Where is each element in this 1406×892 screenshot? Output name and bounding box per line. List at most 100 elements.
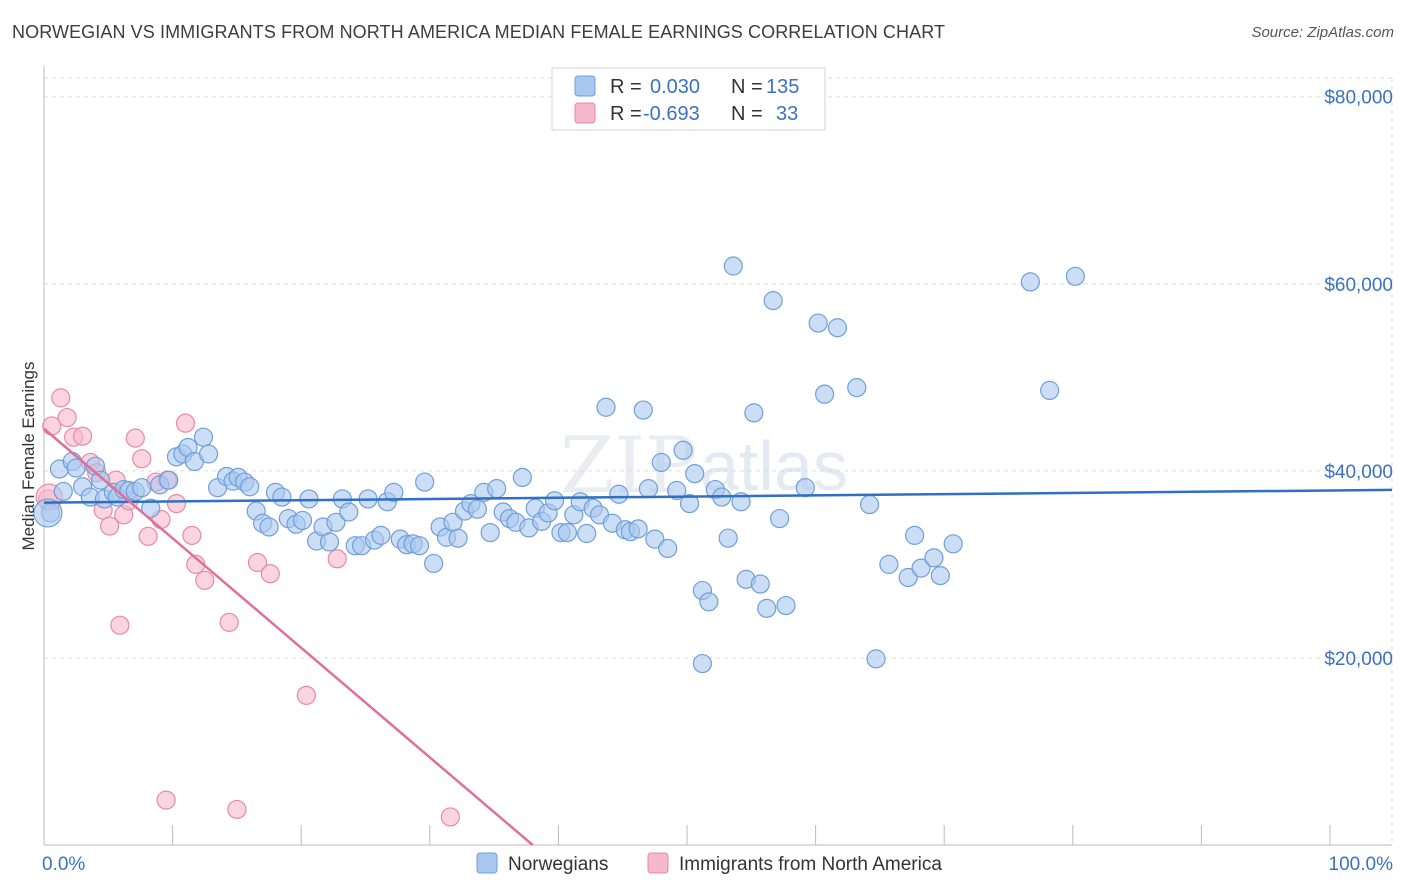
- chart-title: NORWEGIAN VS IMMIGRANTS FROM NORTH AMERI…: [12, 22, 946, 42]
- norwegians-point-101: [699, 592, 719, 612]
- immigrants-point-2: [51, 388, 71, 408]
- norwegians-point-82: [577, 523, 597, 544]
- immigrants-point-27: [296, 685, 316, 705]
- stats-legend: R = 0.030 N = 135 R = -0.693 N = 33: [551, 67, 826, 131]
- immigrants-point-3: [57, 407, 77, 428]
- y-tick-labels: $20,000 $40,000 $60,000 $80,000: [1324, 88, 1393, 670]
- norwegians-point-125: [924, 548, 944, 568]
- norwegians-point-108: [744, 403, 764, 423]
- norwegians-point-2: [53, 481, 73, 502]
- norwegians-point-43: [326, 512, 346, 532]
- x-tick-labels: 0.0% 100.0%: [42, 854, 1393, 875]
- bottom-legend-label-immigrants: Immigrants from North America: [679, 854, 942, 875]
- y-tick-label-2: $60,000: [1324, 275, 1393, 296]
- norwegians-point-65: [467, 499, 487, 519]
- norwegians-point-16: [141, 498, 161, 518]
- norwegians-point-68: [487, 479, 507, 499]
- immigrants-point-32: [440, 807, 460, 827]
- norwegians-point-130: [1040, 380, 1060, 401]
- norwegians-point-90: [628, 519, 648, 539]
- norwegians-point-110: [757, 598, 777, 618]
- immigrants-point-30: [156, 790, 176, 810]
- norwegians-point-120: [866, 649, 886, 669]
- norwegians-point-67: [480, 522, 500, 543]
- norwegians-point-111: [763, 291, 783, 311]
- norwegians-point-96: [667, 480, 687, 501]
- norwegians-point-128: [692, 653, 713, 674]
- norwegians-point-118: [847, 378, 867, 398]
- y-tick-label-3: $80,000: [1324, 88, 1393, 109]
- trend-lines: [43, 427, 1393, 846]
- norwegians-point-38: [292, 510, 313, 531]
- norwegians-point-62: [448, 528, 468, 548]
- norwegians-point-129: [1020, 272, 1040, 292]
- norwegians-point-119: [860, 494, 880, 515]
- norwegians-point-24: [199, 444, 219, 464]
- norwegians-point-8: [90, 470, 111, 490]
- norwegians-trend-line: [43, 488, 1393, 504]
- norwegians-point-114: [795, 478, 815, 498]
- norwegians-point-15: [132, 478, 152, 498]
- norwegians-point-127: [943, 534, 963, 554]
- immigrants-point-13: [125, 428, 145, 448]
- norwegians-point-131: [1065, 266, 1085, 286]
- x-tick-label-1: 100.0%: [1329, 854, 1394, 875]
- norwegians-point-42: [319, 532, 340, 552]
- immigrants-point-24: [219, 612, 239, 632]
- immigrants-point-9: [99, 516, 120, 536]
- norwegians-point-124: [911, 558, 931, 578]
- y-tick-label-0: $20,000: [1324, 649, 1393, 670]
- legend-n-value-2: 33: [776, 103, 798, 125]
- norwegians-point-50: [371, 525, 391, 545]
- norwegians-point-91: [633, 400, 653, 420]
- norwegians-point-126: [930, 566, 950, 586]
- immigrants-point-28: [327, 549, 347, 569]
- norwegians-point-123: [905, 525, 925, 545]
- immigrants-point-19: [166, 493, 187, 514]
- series-immigrants-points: [35, 388, 460, 827]
- legend-swatch-norwegians: [574, 75, 596, 97]
- immigrants-point-29: [110, 615, 130, 635]
- norwegians-point-18: [159, 470, 179, 490]
- norwegians-point-87: [609, 484, 629, 504]
- legend-swatch-immigrants: [574, 102, 596, 124]
- legend-n-label-2: N =: [731, 103, 763, 125]
- bottom-legend-swatch-immigrants: [647, 852, 669, 874]
- norwegians-point-72: [512, 467, 532, 488]
- norwegians-point-4: [66, 458, 86, 478]
- norwegians-point-122: [898, 567, 918, 588]
- norwegians-point-79: [557, 522, 578, 543]
- series-legend: Norwegians Immigrants from North America: [476, 852, 942, 875]
- norwegians-point-121: [879, 554, 899, 574]
- norwegians-point-77: [544, 491, 565, 511]
- norwegians-point-35: [272, 487, 292, 507]
- norwegians-point-92: [638, 479, 659, 499]
- stats-legend-box: [551, 67, 826, 131]
- immigrants-point-21: [182, 525, 202, 545]
- legend-r-value-2: -0.693: [643, 103, 700, 125]
- immigrants-point-31: [227, 799, 247, 820]
- norwegians-point-45: [339, 502, 359, 522]
- norwegians-point-97: [673, 440, 693, 460]
- y-tick-label-1: $40,000: [1324, 462, 1393, 483]
- chart-source: Source: ZipAtlas.com: [1251, 24, 1394, 41]
- immigrants-point-25: [247, 552, 268, 573]
- norwegians-point-85: [596, 397, 616, 417]
- norwegians-edge-point: [33, 498, 63, 528]
- norwegians-point-30: [240, 477, 260, 497]
- legend-n-label-1: N =: [731, 76, 763, 98]
- legend-n-value-1: 135: [766, 76, 799, 98]
- norwegians-point-113: [776, 595, 796, 616]
- norwegians-point-112: [769, 508, 790, 529]
- norwegians-point-93: [645, 529, 665, 549]
- norwegians-point-117: [827, 318, 848, 338]
- norwegians-point-95: [658, 538, 678, 559]
- norwegians-point-57: [415, 472, 435, 492]
- y-axis-title: Median Female Earnings: [19, 362, 38, 551]
- norwegians-point-98: [679, 493, 700, 514]
- legend-r-label-1: R =: [610, 76, 642, 98]
- norwegians-point-109: [750, 574, 770, 594]
- norwegians-point-94: [651, 452, 671, 473]
- immigrants-trend-line: [43, 427, 534, 846]
- series-norwegians-points: [33, 256, 1085, 674]
